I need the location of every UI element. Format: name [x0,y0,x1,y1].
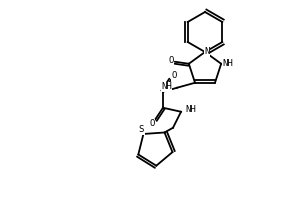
Text: NH: NH [223,59,233,68]
Text: NH: NH [161,82,172,91]
Text: NH: NH [185,105,196,114]
Text: O: O [168,56,173,65]
Text: N: N [204,47,210,56]
Text: S: S [139,125,144,134]
Text: O: O [171,71,177,80]
Text: O: O [149,119,155,128]
